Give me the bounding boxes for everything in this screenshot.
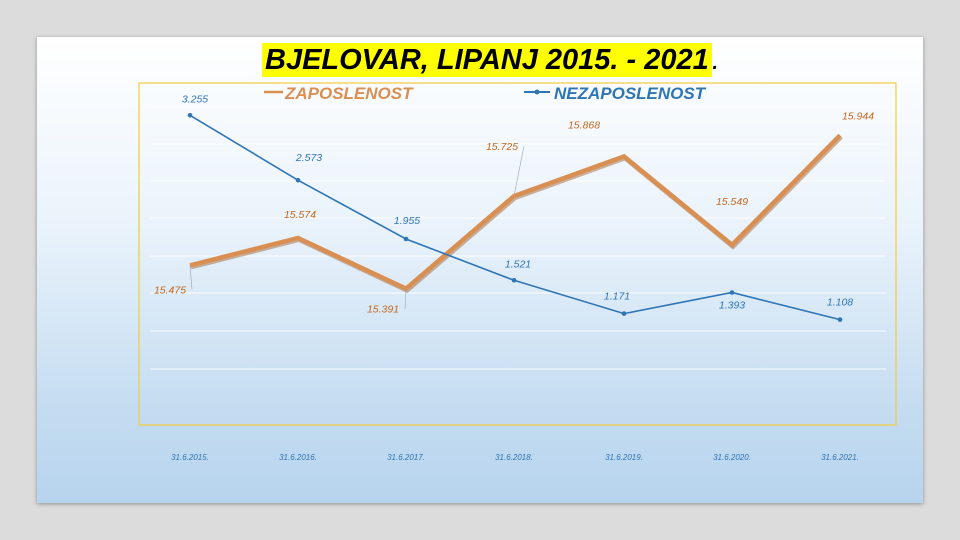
series-line-zaposlenost — [189, 133, 842, 292]
chart-title-text: BJELOVAR, LIPANJ 2015. - 2021 — [262, 43, 712, 77]
chart-title-suffix: . — [711, 44, 720, 76]
data-point-nezaposlenost — [837, 317, 843, 322]
data-label-zaposlenost: 15.944 — [842, 110, 874, 122]
x-tick-label: 31.6.2018. — [495, 453, 533, 462]
data-label-zaposlenost: 15.868 — [568, 119, 600, 131]
data-point-nezaposlenost — [403, 236, 409, 242]
data-label-nezaposlenost: 3.255 — [182, 93, 208, 105]
data-point-nezaposlenost — [511, 278, 517, 283]
data-label-nezaposlenost: 2.573 — [295, 152, 322, 164]
data-label-zaposlenost: 15.549 — [716, 196, 748, 208]
leader-line — [189, 265, 193, 290]
data-label-zaposlenost: 15.475 — [154, 284, 186, 296]
x-tick-label: 31.6.2016. — [279, 453, 317, 462]
leader-line — [404, 288, 407, 309]
data-point-nezaposlenost — [729, 290, 735, 295]
data-point-nezaposlenost — [295, 177, 301, 183]
data-label-nezaposlenost: 1.393 — [719, 299, 745, 311]
legend-label-zaposlenost: ZAPOSLENOST — [284, 84, 414, 103]
data-label-nezaposlenost: 1.171 — [604, 291, 630, 303]
data-label-nezaposlenost: 1.955 — [394, 215, 420, 227]
plot-frame — [138, 82, 897, 426]
leader-line — [513, 146, 525, 197]
data-label-nezaposlenost: 1.108 — [827, 297, 853, 309]
data-label-nezaposlenost: 1.521 — [505, 258, 531, 270]
chart-title: BJELOVAR, LIPANJ 2015. - 2021 . — [262, 41, 720, 77]
x-tick-label: 31.6.2019. — [605, 453, 643, 462]
legend-marker-nezaposlenost — [534, 89, 540, 95]
data-label-zaposlenost: 15.574 — [284, 209, 316, 221]
legend-label-nezaposlenost: NEZAPOSLENOST — [554, 84, 707, 103]
x-tick-label: 31.6.2017. — [387, 453, 425, 462]
data-label-zaposlenost: 15.391 — [367, 304, 399, 316]
data-point-nezaposlenost — [621, 311, 627, 316]
x-tick-label: 31.6.2020. — [713, 453, 751, 462]
data-label-zaposlenost: 15.725 — [486, 141, 518, 153]
x-tick-label: 31.6.2021. — [821, 453, 859, 462]
data-point-nezaposlenost — [187, 113, 193, 118]
x-tick-label: 31.6.2015. — [171, 453, 209, 462]
